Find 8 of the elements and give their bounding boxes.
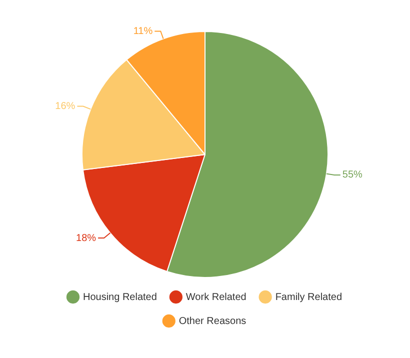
data-label: 11% [133,26,153,37]
data-label: 55% [342,170,363,181]
legend-label: Work Related [186,292,246,303]
legend-label: Housing Related [82,292,157,303]
data-label: 18% [76,232,96,244]
legend-label: Other Reasons [178,316,246,327]
data-label: 16% [55,101,76,112]
legend-label: Family Related [275,292,342,303]
